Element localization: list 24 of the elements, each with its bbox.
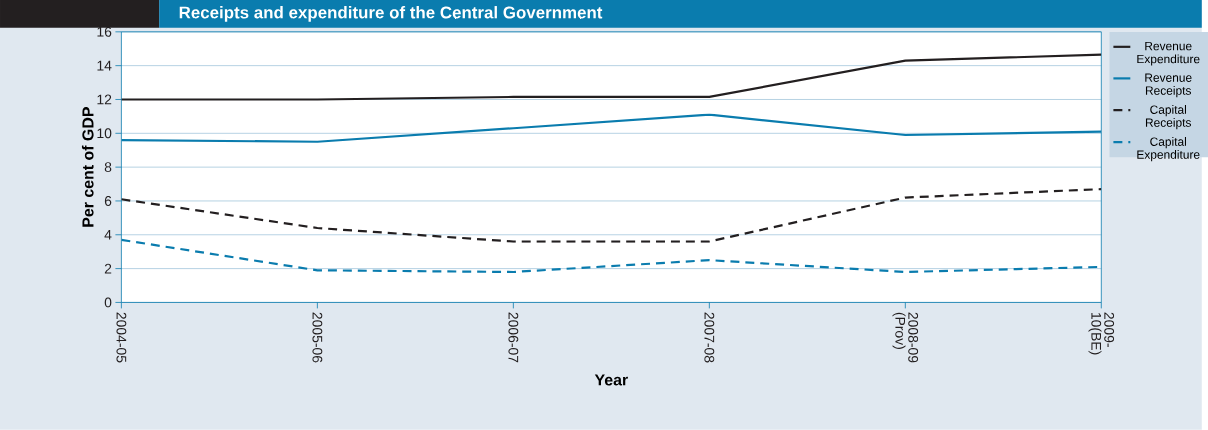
x-tick-label: 2007-08 [704, 312, 715, 363]
y-tick-label: 6 [104, 196, 112, 206]
y-tick-label: 8 [104, 162, 112, 173]
legend-label: Capital Expenditure [1137, 137, 1200, 162]
y-tick-label: 12 [97, 94, 112, 105]
x-tick-label: 2008-09 (Prov) [892, 312, 919, 363]
y-tick-label: 2 [104, 263, 112, 274]
x-tick-label: 2006-07 [508, 312, 519, 363]
y-tick-label: 0 [104, 297, 112, 308]
y-tick-label: 4 [104, 230, 112, 240]
y-axis-title: Per cent of GDP [81, 107, 94, 227]
legend-label: Revenue Expenditure [1137, 42, 1200, 66]
legend-label: Capital Receipts [1145, 105, 1191, 130]
y-tick-label: 14 [97, 60, 112, 71]
x-tick-label: 2009-10(BE) [1088, 312, 1115, 355]
y-tick-label: 10 [97, 128, 112, 139]
chart-title: Receipts and expenditure of the Central Government [179, 6, 603, 22]
legend-label: Revenue Receipts [1145, 73, 1192, 98]
line-series [121, 188, 1102, 243]
x-tick-label: 2005-06 [312, 312, 323, 363]
x-tick-label: 2004-05 [116, 312, 127, 363]
line-series [121, 53, 1102, 101]
x-axis-title: Year [594, 374, 628, 386]
y-tick-label: 16 [97, 27, 112, 37]
